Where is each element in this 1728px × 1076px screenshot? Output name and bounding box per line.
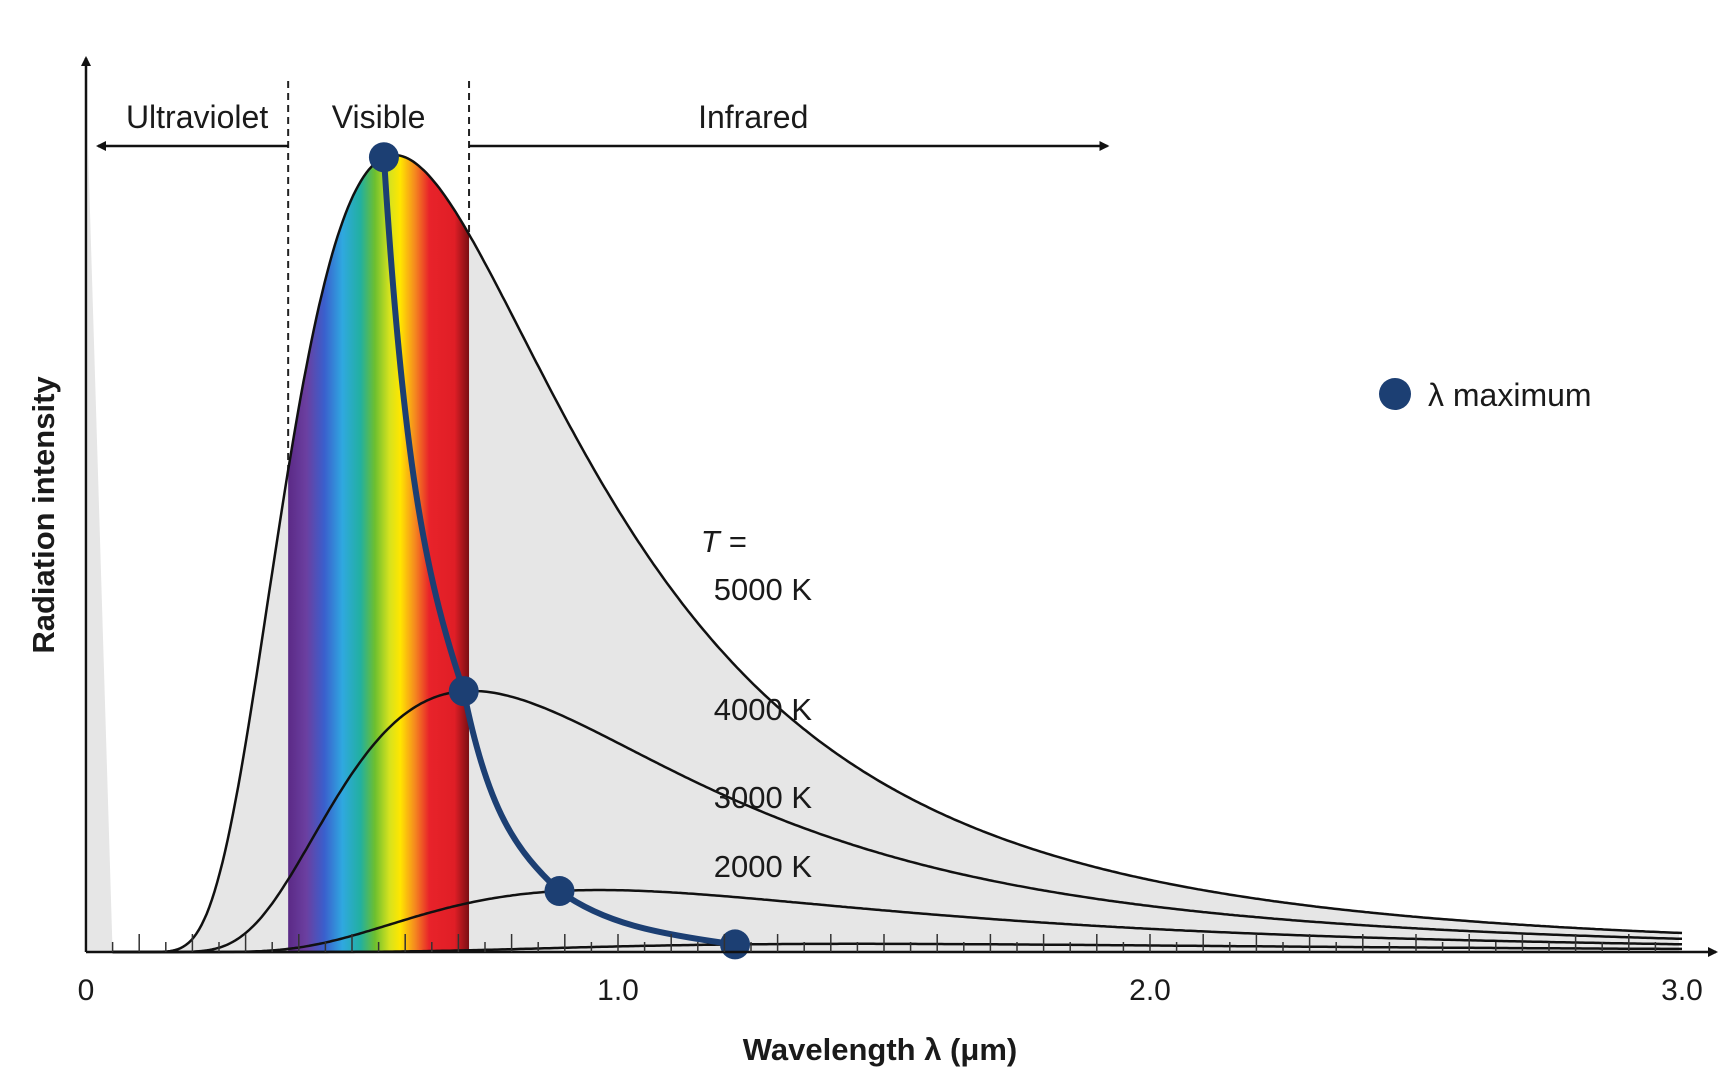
x-axis-label: Wavelength λ (μm) xyxy=(743,1032,1017,1067)
x-tick-label-2: 2.0 xyxy=(1129,974,1171,1007)
lambda-max-line xyxy=(380,157,736,948)
curve-3000k xyxy=(112,888,1683,954)
temperature-prefix: T = xyxy=(701,524,747,559)
lambda-max-point-5000k xyxy=(368,142,399,173)
series-label-3000k: 3000 K xyxy=(714,780,813,815)
lambda-max-point-4000k xyxy=(448,676,479,707)
series-label-5000k: 5000 K xyxy=(714,572,813,607)
x-tick-label-0: 0 xyxy=(78,974,95,1007)
region-label-visible: Visible xyxy=(332,99,426,135)
x-tick-label-1: 1.0 xyxy=(597,974,639,1007)
lambda-max-point-3000k xyxy=(544,876,575,907)
series-label-4000k: 4000 K xyxy=(714,692,813,727)
legend-label: λ maximum xyxy=(1428,377,1592,413)
x-tick-label-3: 3.0 xyxy=(1661,974,1703,1007)
legend-marker xyxy=(1379,378,1411,410)
region-label-infrared: Infrared xyxy=(698,99,808,135)
area-above-curve xyxy=(86,81,1682,952)
y-axis-label: Radiation intensity xyxy=(26,376,61,654)
curve-4000k xyxy=(112,689,1682,954)
series-label-2000k: 2000 K xyxy=(714,849,813,884)
x-axis-ticks xyxy=(111,934,1657,952)
region-label-ultraviolet: Ultraviolet xyxy=(126,99,268,135)
